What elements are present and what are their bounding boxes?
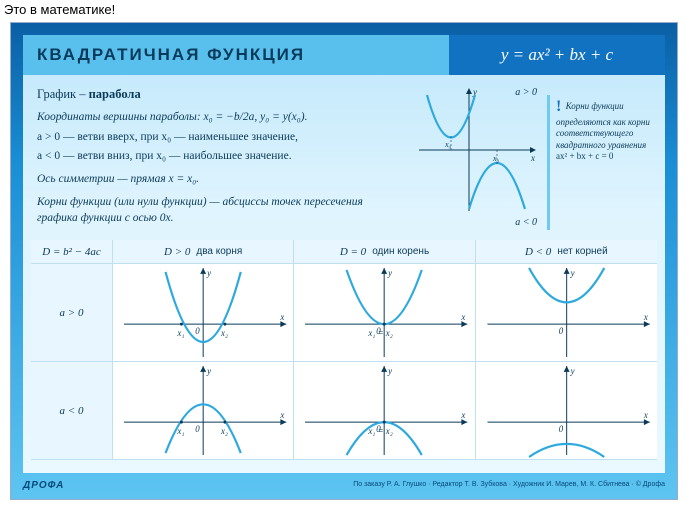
axis-x-label: x bbox=[530, 153, 535, 163]
svg-text:y: y bbox=[206, 366, 211, 376]
theory-text: График – парабола Координаты вершины пар… bbox=[37, 85, 401, 230]
theory-header: График – парабола bbox=[37, 85, 401, 103]
title-formula: y = ax² + bx + c bbox=[449, 35, 665, 75]
svg-text:x: x bbox=[461, 312, 466, 322]
theory-header-prefix: График – bbox=[37, 87, 89, 101]
cell-r1c2: x y 0 bbox=[476, 362, 657, 460]
svg-text:0: 0 bbox=[558, 326, 563, 336]
svg-text:y: y bbox=[206, 268, 211, 278]
svg-text:x: x bbox=[279, 312, 284, 322]
svg-text:0: 0 bbox=[195, 326, 200, 336]
th-col-1-label: один корень bbox=[372, 246, 429, 257]
svg-text:y: y bbox=[387, 366, 392, 376]
annot-a-neg: a < 0 bbox=[515, 217, 537, 228]
title-bar: КВАДРАТИЧНАЯ ФУНКЦИЯ y = ax² + bx + c bbox=[23, 35, 665, 75]
th-col-2-cond: D < 0 bbox=[525, 246, 551, 258]
svg-text:0: 0 bbox=[558, 424, 563, 434]
theory-block: График – парабола Координаты вершины пар… bbox=[23, 75, 665, 236]
cell-r0c0: x y 0 x₁ x₂ bbox=[113, 264, 294, 362]
svg-text:x₁ = x₂: x₁ = x₂ bbox=[368, 328, 394, 338]
theory-svg: x y x₀ x₀ bbox=[409, 85, 539, 215]
svg-text:x: x bbox=[643, 312, 648, 322]
roots-note-text: Корни функции определяются как корни соо… bbox=[556, 101, 650, 150]
x0-label-2: x₀ bbox=[492, 154, 500, 163]
svg-text:0: 0 bbox=[195, 424, 200, 434]
svg-text:x: x bbox=[279, 410, 284, 420]
cell-r1c1: x y 0 x₁ = x₂ bbox=[294, 362, 475, 460]
exclamation-icon: ! bbox=[556, 97, 561, 117]
svg-text:x: x bbox=[461, 410, 466, 420]
publisher-logo: ДРОФА bbox=[23, 480, 64, 491]
th-col-1-cond: D = 0 bbox=[340, 246, 366, 258]
title-text: КВАДРАТИЧНАЯ ФУНКЦИЯ bbox=[23, 35, 449, 75]
svg-text:y: y bbox=[569, 268, 574, 278]
roots-note: ! Корни функции определяются как корни с… bbox=[547, 95, 657, 230]
cell-r0c2: x y 0 bbox=[476, 264, 657, 362]
th-col-0: D > 0 два корня bbox=[113, 240, 294, 264]
svg-text:x₁ = x₂: x₁ = x₂ bbox=[368, 426, 394, 436]
svg-text:y: y bbox=[387, 268, 392, 278]
cell-r0c1: x y 0 x₁ = x₂ bbox=[294, 264, 475, 362]
rh-row-1: a < 0 bbox=[31, 362, 113, 460]
cases-table: D = b² − 4ac D > 0 два корня D = 0 один … bbox=[31, 240, 657, 460]
roots-note-eq: ax² + bx + c = 0 bbox=[556, 151, 613, 161]
theory-header-bold: парабола bbox=[89, 87, 141, 101]
theory-line-4: Ось симметрии — прямая x = x₀. bbox=[37, 171, 401, 188]
svg-text:y: y bbox=[569, 366, 574, 376]
svg-text:x₁: x₁ bbox=[176, 426, 184, 436]
th-col-0-label: два корня bbox=[196, 246, 242, 257]
th-col-2: D < 0 нет корней bbox=[476, 240, 657, 264]
theory-line-2: a > 0 — ветви вверх, при x₀ — наименьшее… bbox=[37, 129, 401, 146]
theory-line-5: Корни функции (или нули функции) — абсци… bbox=[37, 194, 401, 227]
footer: ДРОФА По заказу Р. А. Глушко · Редактор … bbox=[11, 475, 677, 495]
svg-text:x₂: x₂ bbox=[220, 328, 228, 338]
th-col-2-label: нет корней bbox=[557, 246, 607, 257]
x0-label-1: x₀ bbox=[444, 140, 452, 149]
th-col-1: D = 0 один корень bbox=[294, 240, 475, 264]
svg-text:x₁: x₁ bbox=[176, 328, 184, 338]
svg-text:x₂: x₂ bbox=[220, 426, 228, 436]
theory-line-3: a < 0 — ветви вниз, при x₀ — наибольшее … bbox=[37, 148, 401, 165]
svg-text:x: x bbox=[643, 410, 648, 420]
th-col-0-cond: D > 0 bbox=[164, 246, 190, 258]
th-corner: D = b² − 4ac bbox=[31, 240, 113, 264]
page-caption: Это в математике! bbox=[4, 2, 115, 17]
rh-row-0: a > 0 bbox=[31, 264, 113, 362]
footer-credits: По заказу Р. А. Глушко · Редактор Т. В. … bbox=[353, 481, 665, 489]
cell-r1c0: x y 0 x₁ x₂ bbox=[113, 362, 294, 460]
theory-line-1: Координаты вершины параболы: x₀ = −b/2a,… bbox=[37, 109, 401, 126]
poster: КВАДРАТИЧНАЯ ФУНКЦИЯ y = ax² + bx + c Гр… bbox=[10, 22, 678, 500]
poster-inner: КВАДРАТИЧНАЯ ФУНКЦИЯ y = ax² + bx + c Гр… bbox=[23, 35, 665, 473]
annot-a-pos: a > 0 bbox=[515, 87, 537, 98]
theory-graph: a > 0 a < 0 x y x₀ bbox=[409, 85, 539, 230]
